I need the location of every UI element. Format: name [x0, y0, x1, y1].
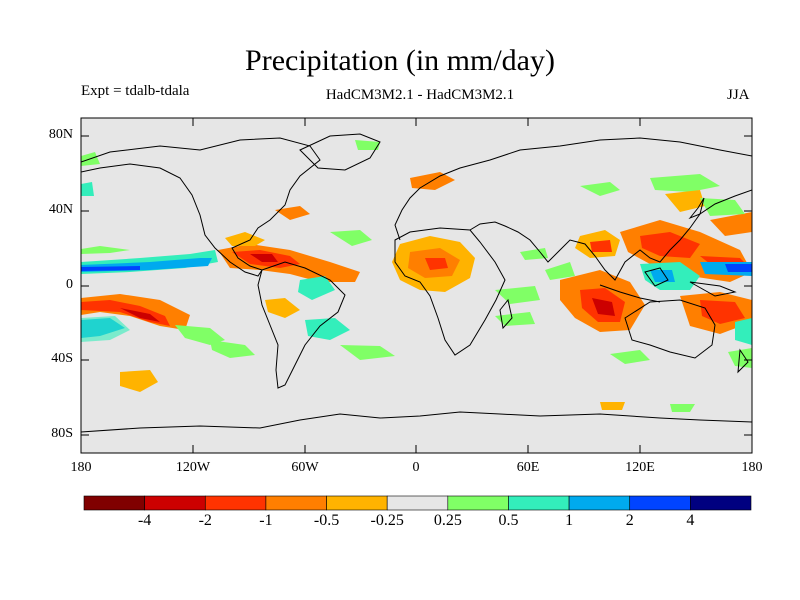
- lon-label-180e: 180: [741, 460, 763, 475]
- anomaly-patch: [175, 325, 225, 345]
- colorbar-label: -0.5: [313, 512, 340, 529]
- japan-coast: [688, 197, 705, 220]
- anomaly-patch: [330, 230, 372, 246]
- anomaly-patch: [665, 190, 705, 212]
- colorbar-label: -0.25: [370, 512, 404, 529]
- eurasia-north-coast: [394, 137, 752, 241]
- coastlines: [81, 133, 752, 433]
- colorbar-label: -1: [259, 512, 273, 529]
- model-comparison-label: HadCM3M2.1 - HadCM3M2.1: [325, 87, 515, 103]
- madagascar-coast: [499, 298, 513, 330]
- greenland-coast: [299, 133, 381, 171]
- anomaly-patch: [81, 246, 130, 254]
- anomaly-patch: [210, 340, 255, 358]
- australia-coast: [624, 299, 716, 359]
- map-title: Precipitation (in mm/day): [245, 44, 555, 77]
- anomaly-patch: [650, 174, 720, 192]
- colorbar-swatch: [447, 495, 509, 511]
- colorbar: [83, 495, 752, 511]
- anomaly-patch: [670, 404, 695, 412]
- anomaly-patch: [355, 140, 380, 150]
- antarctica-coast: [81, 411, 752, 433]
- anomaly-patch: [725, 264, 752, 272]
- lon-label-60e: 60E: [516, 460, 540, 475]
- anomaly-patch: [495, 312, 535, 326]
- anomaly-patch: [590, 240, 612, 252]
- precip-anomaly-field: [81, 140, 752, 412]
- colorbar-swatch: [508, 495, 570, 511]
- colorbar-label: 1: [565, 512, 574, 529]
- lat-label-0: 0: [66, 277, 73, 292]
- anomaly-patch: [600, 402, 625, 410]
- colorbar-swatch: [629, 495, 691, 511]
- lon-label-60w: 60W: [291, 460, 319, 475]
- lat-label-80s: 80S: [51, 426, 73, 441]
- anomaly-patch: [610, 350, 650, 364]
- colorbar-swatch: [204, 495, 267, 511]
- lon-label-180w: 180: [70, 460, 92, 475]
- borneo-coast: [644, 267, 669, 287]
- lat-ticks: [81, 135, 752, 436]
- anomaly-patch: [225, 232, 265, 246]
- colorbar-label: 2: [625, 512, 634, 529]
- lon-ticks: [192, 118, 641, 453]
- indonesia-coast: [599, 284, 661, 303]
- anomaly-patch: [640, 232, 700, 258]
- colorbar-label: 0.5: [498, 512, 519, 529]
- anomaly-patch: [495, 286, 540, 304]
- anomaly-patch: [305, 318, 350, 340]
- anomaly-patch: [425, 258, 448, 270]
- colorbar-swatch: [144, 495, 206, 511]
- lat-label-40n: 40N: [48, 202, 73, 217]
- anomaly-patch: [520, 248, 548, 260]
- anomaly-patch: [81, 182, 94, 196]
- colorbar-swatch: [690, 495, 752, 511]
- africa-coast: [394, 227, 506, 356]
- anomaly-patch: [710, 212, 752, 236]
- colorbar-swatch: [386, 495, 449, 511]
- anomaly-patch: [545, 262, 575, 280]
- colorbar-label: 0.25: [433, 512, 462, 529]
- anomaly-patch: [340, 345, 395, 360]
- new-guinea-coast: [689, 281, 737, 297]
- lon-label-0: 0: [412, 460, 420, 475]
- anomaly-patch: [265, 298, 300, 318]
- lat-label-40s: 40S: [51, 351, 73, 366]
- anomaly-patch: [735, 318, 752, 345]
- anomaly-patch: [275, 206, 310, 220]
- experiment-label: Expt = tdalb-tdala: [81, 83, 190, 99]
- new-zealand-coast: [737, 348, 749, 374]
- colorbar-swatch: [265, 495, 327, 511]
- anomaly-patch: [580, 182, 620, 196]
- lon-label-120e: 120E: [625, 460, 655, 475]
- north-america-coast: [81, 137, 321, 277]
- colorbar-swatch: [326, 495, 388, 511]
- colorbar-swatch: [568, 495, 631, 511]
- lat-label-80n: 80N: [48, 127, 73, 142]
- anomaly-patch: [298, 276, 335, 300]
- anomaly-patch: [81, 266, 140, 271]
- anomaly-patch: [120, 370, 158, 392]
- anomaly-patch: [592, 298, 615, 316]
- colorbar-swatch: [83, 495, 145, 511]
- lon-label-120w: 120W: [175, 460, 211, 475]
- colorbar-label: -2: [198, 512, 212, 529]
- anomaly-patch: [700, 198, 745, 216]
- colorbar-label: -4: [137, 512, 152, 529]
- anomaly-patch: [81, 316, 130, 342]
- anomaly-patch: [250, 254, 278, 262]
- season-label: JJA: [727, 87, 750, 103]
- anomaly-patch: [120, 308, 160, 322]
- anomaly-patch: [728, 348, 752, 368]
- eurasia-south-coast: [469, 189, 752, 281]
- south-america-coast: [257, 261, 346, 389]
- anomaly-patch: [650, 270, 675, 282]
- colorbar-label: 4: [686, 512, 695, 529]
